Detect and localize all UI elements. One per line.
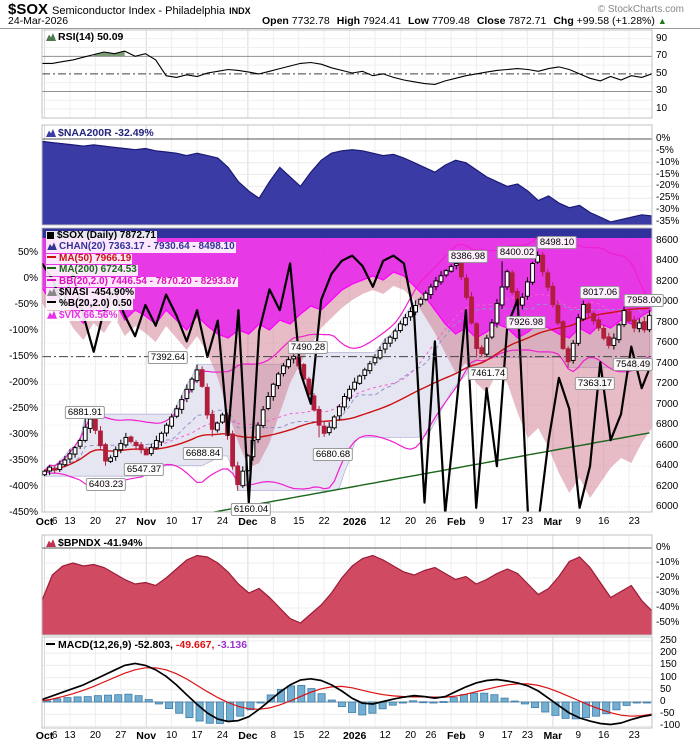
stockcharts-page: $SOX Semiconductor Index - Philadelphia IN… xyxy=(0,1,700,742)
chart-canvas xyxy=(41,29,653,729)
